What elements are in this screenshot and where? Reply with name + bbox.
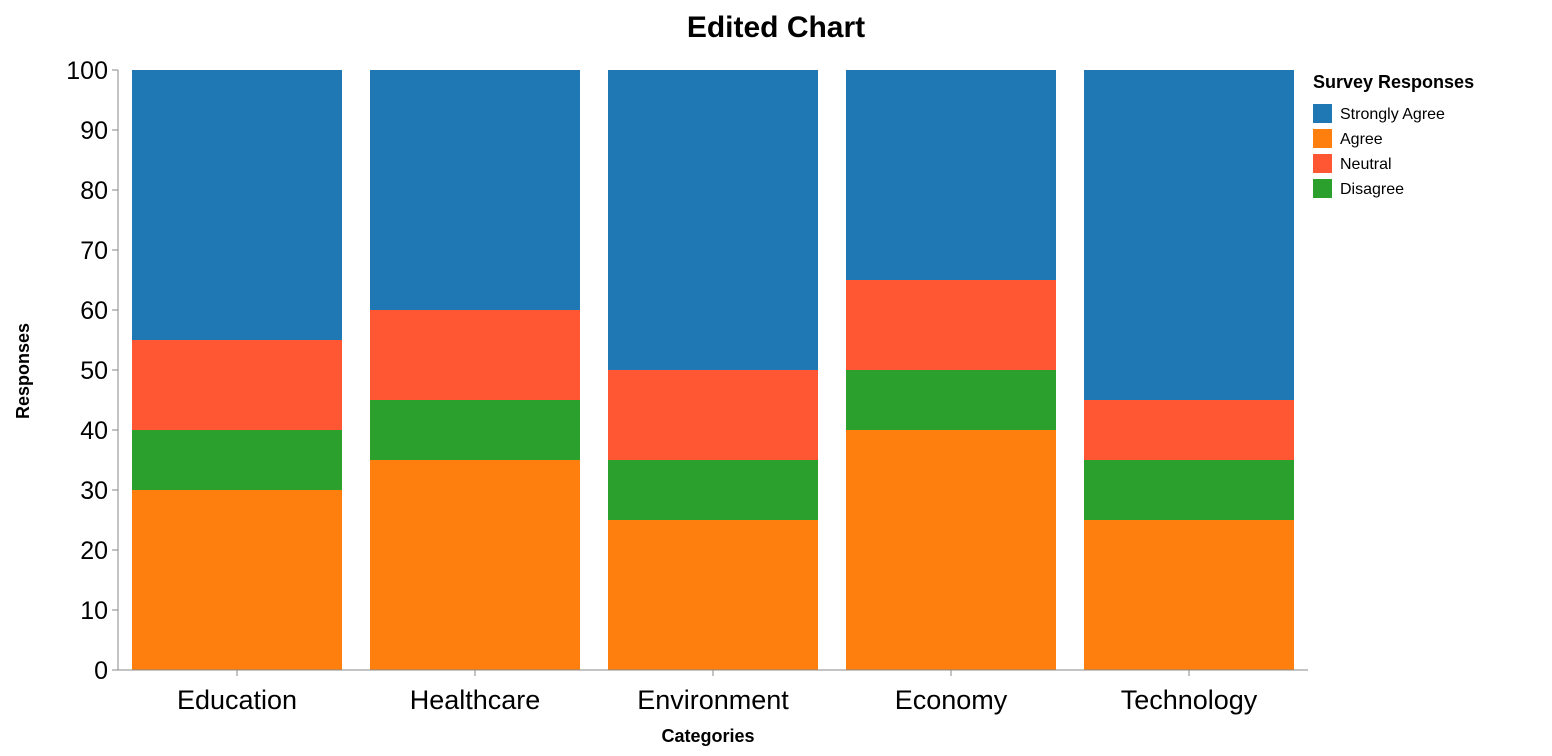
- y-tick-label: 20: [80, 537, 108, 565]
- y-tick-label: 40: [80, 417, 108, 445]
- legend-swatch-disagree: [1313, 179, 1332, 198]
- bar-economy-neutral: [846, 280, 1056, 370]
- bar-healthcare-disagree: [370, 400, 580, 460]
- bar-economy-disagree: [846, 370, 1056, 430]
- y-tick-label: 10: [80, 597, 108, 625]
- x-axis: Education Healthcare Environment Economy Tec…: [118, 669, 1308, 715]
- legend-label-strongly-agree: Strongly Agree: [1340, 106, 1445, 123]
- y-tick-label: 50: [80, 357, 108, 385]
- legend-label-neutral: Neutral: [1340, 156, 1392, 173]
- bar-economy-agree: [846, 430, 1056, 670]
- legend-title: Survey Responses: [1313, 72, 1474, 92]
- bar-education-agree: [132, 490, 342, 670]
- bar-environment-neutral: [608, 370, 818, 460]
- y-tick-label: 60: [80, 297, 108, 325]
- bar-economy-strongly-agree: [846, 70, 1056, 280]
- legend-label-agree: Agree: [1340, 131, 1383, 148]
- legend-swatch-neutral: [1313, 154, 1332, 173]
- x-tick-label-economy: Economy: [895, 685, 1008, 715]
- bar-education-neutral: [132, 340, 342, 430]
- bar-education-disagree: [132, 430, 342, 490]
- y-tick-label: 80: [80, 177, 108, 205]
- bar-technology-agree: [1084, 520, 1294, 670]
- bar-healthcare-strongly-agree: [370, 70, 580, 310]
- y-axis-title: Responses: [13, 323, 33, 419]
- chart-title: Edited Chart: [687, 11, 865, 44]
- legend: Survey Responses Strongly Agree Agree Neut…: [1313, 72, 1474, 198]
- bar-healthcare-neutral: [370, 310, 580, 400]
- legend-label-disagree: Disagree: [1340, 181, 1404, 198]
- x-axis-title: Categories: [661, 726, 754, 746]
- x-tick-label-healthcare: Healthcare: [410, 685, 541, 715]
- legend-swatch-strongly-agree: [1313, 104, 1332, 123]
- x-tick-label-environment: Environment: [637, 685, 789, 715]
- bar-environment-disagree: [608, 460, 818, 520]
- y-tick-label: 100: [66, 57, 108, 85]
- bar-technology-strongly-agree: [1084, 70, 1294, 400]
- y-axis: 0 10 20 30 40 50 60 70 80 90 100: [66, 57, 119, 685]
- bar-environment-strongly-agree: [608, 70, 818, 370]
- y-tick-label: 0: [94, 657, 108, 685]
- bar-education-strongly-agree: [132, 70, 342, 340]
- y-tick-label: 90: [80, 117, 108, 145]
- bar-technology-neutral: [1084, 400, 1294, 460]
- legend-swatch-agree: [1313, 129, 1332, 148]
- y-tick-label: 30: [80, 477, 108, 505]
- x-tick-label-education: Education: [177, 685, 297, 715]
- y-tick-label: 70: [80, 237, 108, 265]
- bar-technology-disagree: [1084, 460, 1294, 520]
- bar-environment-agree: [608, 520, 818, 670]
- bar-healthcare-agree: [370, 460, 580, 670]
- bars-group: [132, 70, 1294, 670]
- x-tick-label-technology: Technology: [1121, 685, 1258, 715]
